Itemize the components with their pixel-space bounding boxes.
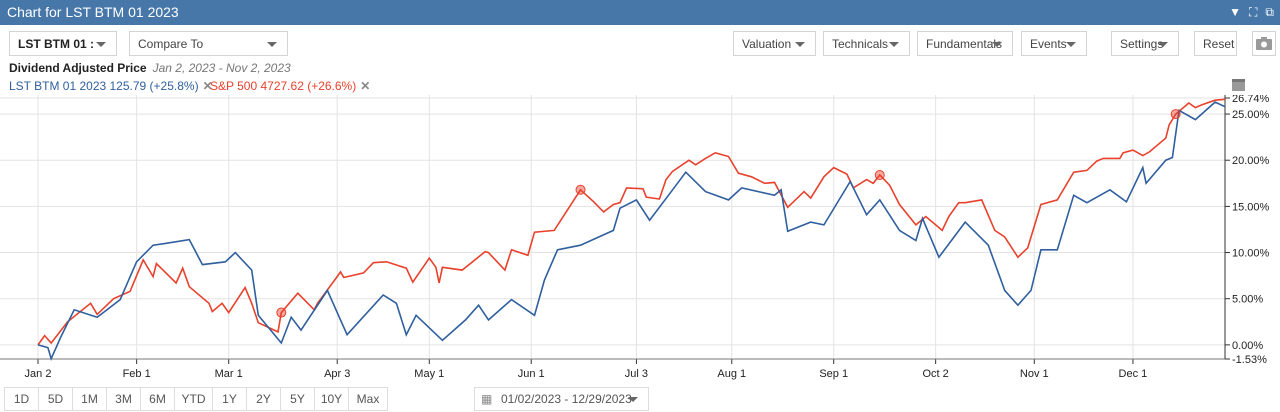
y-tick-label: 10.00% [1232, 248, 1270, 260]
remove-series-icon[interactable]: ✕ [202, 79, 213, 93]
x-tick-label: Sep 1 [819, 368, 848, 380]
price-type: Dividend Adjusted Price [9, 61, 147, 75]
menu-label: Events [1030, 36, 1067, 51]
event-marker [276, 307, 287, 318]
menu-label: Fundamentals [926, 36, 1003, 51]
series-label: LST BTM 01 2023 125.79 (+25.8%) [9, 79, 199, 93]
x-tick-label: Dec 1 [1119, 368, 1148, 380]
range-button-1y[interactable]: 1Y [213, 388, 247, 410]
series-label: S&P 500 4727.62 (+26.6%) [210, 79, 357, 93]
price-chart: 26.74% 25.00% 20.00% 15.00% 10.00% 5.00% 0.00%… [0, 95, 1270, 380]
range-button-6m[interactable]: 6M [141, 388, 175, 410]
series-line-lst-btm-01-2023 [37, 101, 1226, 362]
y-tick-label: 5.00% [1232, 294, 1263, 306]
reset-button[interactable]: Reset [1194, 31, 1237, 56]
caret-down-icon[interactable]: ▼ [1229, 5, 1242, 19]
y-tick-label: 26.74% [1232, 95, 1270, 105]
event-marker [1170, 109, 1181, 120]
remove-series-icon[interactable]: ✕ [360, 79, 371, 93]
popout-icon[interactable]: ⧉ [1265, 5, 1274, 19]
technicals-menu[interactable]: Technicals [823, 31, 910, 56]
x-tick-label: May 1 [414, 368, 444, 380]
range-button-max[interactable]: Max [356, 392, 380, 406]
legend-series-lst: LST BTM 01 2023 125.79 (+25.8%) ✕ [9, 79, 213, 93]
x-tick-label: Jun 1 [518, 368, 545, 380]
range-button-5d[interactable]: 5D [39, 388, 73, 410]
range-button-3m[interactable]: 3M [107, 388, 141, 410]
y-tick-label: 15.00% [1232, 201, 1270, 213]
event-marker [874, 169, 885, 180]
x-tick-label: Jan 2 [25, 368, 52, 380]
x-tick-label: Nov 1 [1020, 368, 1049, 380]
date-range-picker[interactable]: ▦ 01/02/2023 - 12/29/2023 [474, 387, 649, 411]
legend-date-range: Jan 2, 2023 - Nov 2, 2023 [152, 61, 291, 75]
range-button-ytd[interactable]: YTD [175, 388, 213, 410]
x-tick-label: Mar 1 [215, 368, 243, 380]
title-bar: Chart for LST BTM 01 2023 ▼ ⛶ ⧉ [0, 0, 1280, 25]
fullscreen-icon[interactable]: ⛶ [1249, 5, 1258, 19]
range-button-1d[interactable]: 1D [5, 388, 39, 410]
calendar-icon: ▦ [481, 392, 493, 406]
menu-label: Valuation [742, 36, 792, 51]
fundamentals-menu[interactable]: Fundamentals [917, 31, 1013, 56]
range-button-10y[interactable]: 10Y [315, 388, 349, 410]
valuation-menu[interactable]: Valuation [733, 31, 816, 56]
settings-menu[interactable]: Settings [1111, 31, 1179, 56]
y-tick-label: 25.00% [1232, 109, 1270, 121]
compare-to-placeholder: Compare To [138, 36, 204, 51]
series-line-s-p-500 [37, 98, 1226, 346]
range-button-1m[interactable]: 1M [73, 388, 107, 410]
y-tick-label: -1.53% [1232, 354, 1267, 366]
reset-label: Reset [1203, 36, 1235, 51]
legend-series-sp500: S&P 500 4727.62 (+26.6%) ✕ [210, 79, 370, 93]
collapse-panel-icon[interactable] [1232, 79, 1245, 91]
symbol-select-value: LST BTM 01 : [18, 36, 95, 51]
event-marker [575, 184, 586, 195]
x-tick-label: Aug 1 [717, 368, 746, 380]
compare-to-select[interactable]: Compare To [129, 31, 288, 56]
range-buttons: 1D 5D 1M 3M 6M YTD 1Y 2Y 5Y 10Y Max [4, 387, 388, 411]
y-tick-label: 0.00% [1232, 340, 1263, 352]
chart-title: Chart for LST BTM 01 2023 [7, 4, 179, 20]
x-tick-label: Oct 2 [922, 368, 948, 380]
x-tick-label: Jul 3 [625, 368, 648, 380]
legend-title: Dividend Adjusted Price Jan 2, 2023 - Nov… [9, 61, 291, 75]
camera-button[interactable] [1252, 31, 1276, 56]
x-tick-label: Feb 1 [123, 368, 151, 380]
menu-label: Settings [1120, 36, 1164, 51]
x-tick-label: Apr 3 [324, 368, 350, 380]
camera-icon [1256, 37, 1272, 50]
range-button-5y[interactable]: 5Y [281, 388, 315, 410]
date-range-value: 01/02/2023 - 12/29/2023 [501, 392, 632, 406]
menu-label: Technicals [832, 36, 889, 51]
range-button-2y[interactable]: 2Y [247, 388, 281, 410]
y-tick-label: 20.00% [1232, 155, 1270, 167]
symbol-select[interactable]: LST BTM 01 : [9, 31, 117, 56]
events-menu[interactable]: Events [1021, 31, 1087, 56]
